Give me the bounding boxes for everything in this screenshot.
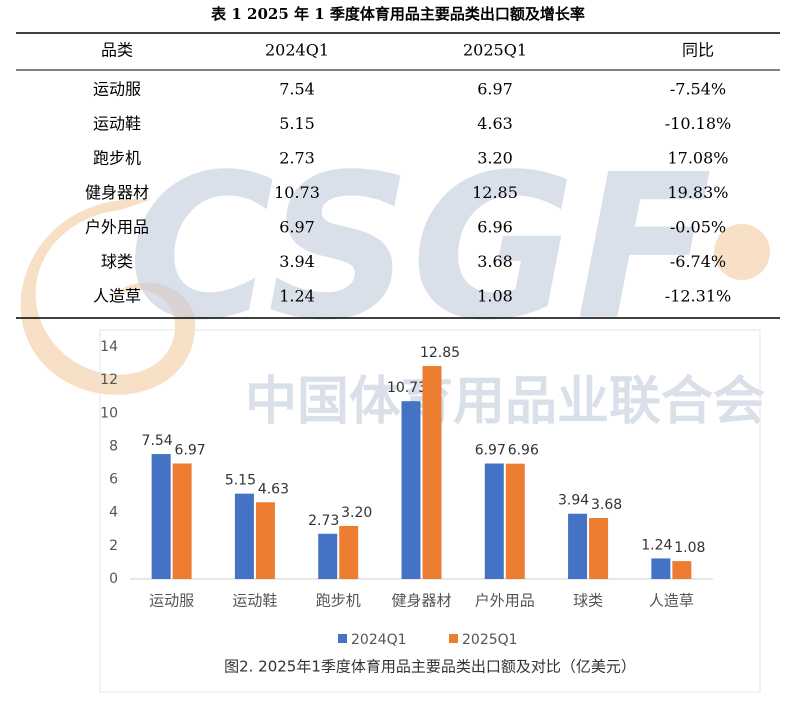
org-name: 中国体育用品业联合会 bbox=[245, 372, 765, 432]
table-header: 同比 bbox=[682, 41, 714, 60]
y-tick-label: 8 bbox=[109, 438, 118, 454]
x-tick-label: 运动鞋 bbox=[232, 592, 277, 610]
table-cell: 4.63 bbox=[477, 114, 513, 133]
table-cell: -12.31% bbox=[665, 287, 731, 306]
y-tick-label: 14 bbox=[100, 339, 118, 355]
table-cell: 3.68 bbox=[477, 252, 513, 271]
x-tick-label: 运动服 bbox=[149, 592, 194, 610]
table-cell: -7.54% bbox=[670, 80, 726, 99]
bar bbox=[318, 533, 338, 579]
data-label: 4.63 bbox=[258, 481, 289, 497]
table-cell: -0.05% bbox=[670, 218, 726, 237]
data-label: 7.54 bbox=[142, 433, 173, 449]
y-tick-label: 10 bbox=[100, 405, 118, 421]
table-cell: 2.73 bbox=[279, 149, 315, 168]
data-label: 3.94 bbox=[558, 493, 589, 509]
table-cell: 运动鞋 bbox=[93, 114, 141, 133]
table-cell: -6.74% bbox=[670, 252, 726, 271]
bar bbox=[422, 366, 442, 579]
y-tick-label: 4 bbox=[109, 505, 118, 521]
bar bbox=[589, 518, 609, 579]
table-header: 2025Q1 bbox=[463, 41, 527, 60]
table-cell: -10.18% bbox=[665, 114, 731, 133]
data-label: 1.24 bbox=[641, 537, 672, 553]
bar bbox=[151, 454, 171, 579]
bar bbox=[672, 561, 692, 579]
bar bbox=[401, 401, 421, 579]
table-cell: 10.73 bbox=[274, 183, 320, 202]
legend-swatch bbox=[338, 634, 347, 643]
bar bbox=[651, 558, 671, 579]
watermark: CSGF 中国体育用品业联合会 bbox=[20, 132, 770, 432]
x-tick-label: 跑步机 bbox=[316, 592, 361, 610]
legend-label: 2024Q1 bbox=[351, 632, 407, 648]
y-tick-label: 6 bbox=[109, 472, 118, 488]
data-label: 6.97 bbox=[475, 442, 506, 458]
data-label: 2.73 bbox=[308, 513, 339, 529]
bar bbox=[234, 493, 254, 579]
table-cell: 1.24 bbox=[279, 287, 315, 306]
data-label: 3.68 bbox=[591, 497, 622, 513]
data-label: 12.85 bbox=[420, 345, 460, 361]
table-cell: 17.08% bbox=[667, 149, 728, 168]
bar bbox=[172, 463, 192, 579]
table-cell: 6.96 bbox=[477, 218, 513, 237]
table-cell: 5.15 bbox=[279, 114, 315, 133]
logo-dot bbox=[714, 224, 770, 280]
data-label: 5.15 bbox=[225, 473, 256, 489]
table-cell: 户外用品 bbox=[85, 218, 149, 237]
table-header: 2024Q1 bbox=[265, 41, 329, 60]
table-cell: 7.54 bbox=[279, 80, 315, 99]
table-cell: 6.97 bbox=[477, 80, 513, 99]
table-cell: 19.83% bbox=[667, 183, 728, 202]
table-cell: 6.97 bbox=[279, 218, 315, 237]
data-label: 3.20 bbox=[341, 505, 372, 521]
table-cell: 健身器材 bbox=[85, 183, 149, 202]
legend-swatch bbox=[449, 634, 458, 643]
data-label: 6.97 bbox=[175, 442, 206, 458]
bar bbox=[255, 502, 275, 579]
bar bbox=[505, 463, 525, 579]
bar bbox=[484, 463, 504, 579]
bar bbox=[339, 525, 359, 579]
x-tick-label: 人造草 bbox=[649, 592, 694, 610]
table-cell: 12.85 bbox=[472, 183, 518, 202]
x-tick-label: 健身器材 bbox=[391, 592, 451, 610]
table-cell: 1.08 bbox=[477, 287, 513, 306]
logo-text: CSGF bbox=[128, 132, 712, 365]
x-tick-label: 户外用品 bbox=[475, 592, 535, 610]
table-cell: 3.94 bbox=[279, 252, 315, 271]
table-title: 表 1 2025 年 1 季度体育用品主要品类出口额及增长率 bbox=[211, 5, 585, 23]
data-label: 1.08 bbox=[674, 540, 705, 556]
table-cell: 球类 bbox=[101, 252, 133, 271]
bar bbox=[568, 513, 588, 579]
chart-frame bbox=[99, 329, 761, 693]
data-label: 10.73 bbox=[387, 380, 427, 396]
chart-title: 图2. 2025年1季度体育用品主要品类出口额及对比（亿美元） bbox=[224, 658, 636, 676]
table-cell: 运动服 bbox=[93, 80, 141, 99]
y-tick-label: 0 bbox=[109, 571, 118, 587]
table-header: 品类 bbox=[101, 41, 133, 60]
data-label: 6.96 bbox=[508, 443, 539, 459]
table-cell: 跑步机 bbox=[93, 149, 141, 168]
table-cell: 人造草 bbox=[93, 287, 141, 306]
legend-label: 2025Q1 bbox=[462, 632, 518, 648]
x-tick-label: 球类 bbox=[573, 592, 603, 610]
y-tick-label: 2 bbox=[109, 538, 118, 554]
table-cell: 3.20 bbox=[477, 149, 513, 168]
y-tick-label: 12 bbox=[100, 372, 118, 388]
